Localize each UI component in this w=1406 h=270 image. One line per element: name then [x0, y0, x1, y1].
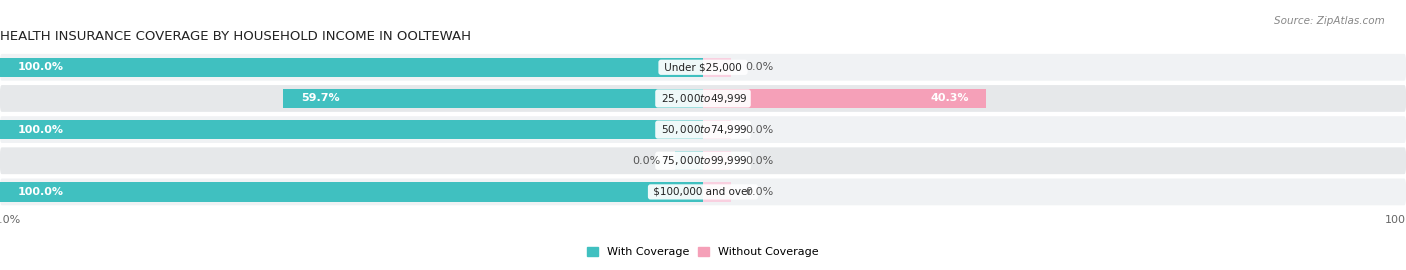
Bar — [0, 120, 703, 139]
Bar — [703, 58, 731, 77]
Text: 59.7%: 59.7% — [301, 93, 339, 103]
Bar — [703, 182, 731, 202]
FancyBboxPatch shape — [0, 85, 1406, 112]
Text: 40.3%: 40.3% — [931, 93, 969, 103]
Text: $25,000 to $49,999: $25,000 to $49,999 — [658, 92, 748, 105]
FancyBboxPatch shape — [0, 147, 1406, 174]
Bar — [0, 182, 703, 202]
Text: 100.0%: 100.0% — [17, 187, 63, 197]
Legend: With Coverage, Without Coverage: With Coverage, Without Coverage — [582, 243, 824, 262]
Text: 0.0%: 0.0% — [745, 156, 773, 166]
Bar — [703, 89, 987, 108]
Text: $75,000 to $99,999: $75,000 to $99,999 — [658, 154, 748, 167]
Text: 0.0%: 0.0% — [633, 156, 661, 166]
Text: Under $25,000: Under $25,000 — [661, 62, 745, 72]
Text: $50,000 to $74,999: $50,000 to $74,999 — [658, 123, 748, 136]
Text: 0.0%: 0.0% — [745, 187, 773, 197]
Text: $100,000 and over: $100,000 and over — [651, 187, 755, 197]
Bar — [675, 151, 703, 170]
Text: HEALTH INSURANCE COVERAGE BY HOUSEHOLD INCOME IN OOLTEWAH: HEALTH INSURANCE COVERAGE BY HOUSEHOLD I… — [0, 30, 471, 43]
Bar — [703, 151, 731, 170]
Text: 0.0%: 0.0% — [745, 62, 773, 72]
Text: 100.0%: 100.0% — [17, 62, 63, 72]
Bar — [283, 89, 703, 108]
FancyBboxPatch shape — [0, 178, 1406, 205]
Text: 0.0%: 0.0% — [745, 124, 773, 135]
Text: 100.0%: 100.0% — [17, 124, 63, 135]
FancyBboxPatch shape — [0, 54, 1406, 81]
FancyBboxPatch shape — [0, 116, 1406, 143]
Bar — [0, 58, 703, 77]
Bar — [703, 120, 731, 139]
Text: Source: ZipAtlas.com: Source: ZipAtlas.com — [1274, 16, 1385, 26]
